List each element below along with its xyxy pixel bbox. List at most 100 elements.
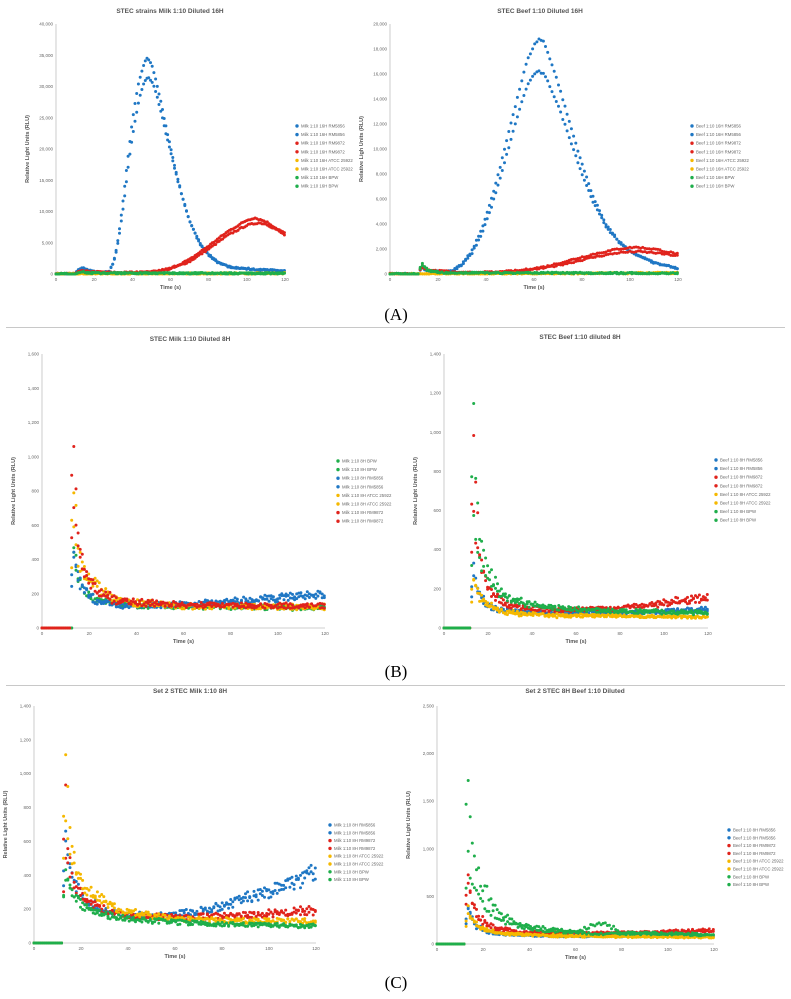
data-point: [521, 601, 525, 605]
data-point: [509, 603, 513, 607]
data-point: [265, 889, 269, 893]
data-point: [82, 565, 86, 568]
data-point: [199, 905, 203, 909]
data-point: [157, 92, 161, 96]
x-axis-label: Time (s): [173, 639, 194, 645]
y-tick-label: 15,000: [39, 178, 53, 183]
data-point: [468, 254, 472, 257]
data-point: [128, 152, 132, 156]
data-point: [526, 56, 530, 60]
data-point: [581, 609, 585, 612]
data-point: [577, 605, 581, 609]
data-point: [201, 909, 205, 913]
data-point: [250, 900, 254, 904]
data-point: [528, 52, 532, 56]
data-point: [309, 863, 313, 867]
data-point: [550, 90, 554, 94]
data-point: [140, 69, 144, 73]
legend-entry: Beef 1:10 16H ATCC 25922: [696, 167, 750, 172]
data-point: [476, 546, 480, 550]
legend-marker: [295, 141, 299, 145]
x-tick-label: 20: [92, 277, 98, 282]
data-point: [490, 205, 493, 209]
data-point: [478, 591, 482, 595]
data-point: [95, 584, 99, 588]
data-point: [241, 899, 245, 903]
data-point: [652, 604, 656, 608]
data-point: [587, 182, 591, 186]
legend-marker: [336, 502, 340, 506]
data-point: [571, 608, 575, 612]
data-point: [155, 599, 159, 603]
data-point: [143, 79, 147, 82]
chart-c-left: Set 2 STEC Milk 1:10 8H 0 200 400 600 800 1,00…: [0, 688, 395, 970]
data-point: [608, 231, 612, 235]
data-point: [210, 601, 214, 605]
data-point: [634, 253, 638, 257]
data-point: [604, 250, 608, 254]
data-point: [80, 584, 84, 588]
data-point: [180, 607, 184, 611]
x-tick-label: 100: [626, 277, 634, 282]
data-point: [699, 610, 703, 614]
data-point: [500, 156, 504, 160]
data-point: [618, 613, 622, 617]
legend-entry: Milk 1:10 16H BPW: [301, 184, 339, 189]
data-point: [76, 882, 80, 886]
data-point: [269, 603, 273, 607]
data-point: [210, 605, 214, 608]
data-point: [486, 564, 490, 568]
data-point: [472, 402, 476, 405]
legend-marker: [690, 141, 694, 145]
data-point: [214, 902, 218, 906]
data-point: [533, 72, 537, 76]
data-point: [195, 234, 199, 238]
data-point: [543, 609, 547, 613]
data-point: [138, 599, 142, 603]
data-point: [649, 260, 653, 264]
data-point: [181, 197, 185, 201]
data-point: [252, 889, 256, 893]
data-point: [487, 203, 491, 207]
legend-marker: [295, 124, 299, 128]
legend-marker: [295, 184, 299, 188]
legend-entry: Beef 1:10 8H RM5856: [720, 458, 763, 463]
data-point: [673, 272, 677, 276]
data-point: [248, 896, 252, 900]
data-point: [690, 609, 693, 612]
data-point: [705, 615, 709, 619]
data-point: [140, 88, 144, 91]
data-point: [544, 45, 547, 48]
data-point: [82, 586, 86, 590]
data-point: [229, 902, 233, 906]
separator-a: [6, 327, 785, 328]
data-point: [225, 598, 229, 602]
data-point: [494, 586, 497, 590]
data-point: [496, 589, 499, 593]
data-point: [675, 267, 679, 271]
legend-marker: [714, 484, 718, 488]
chart-title: Set 2 STEC Milk 1:10 8H: [153, 688, 227, 695]
data-point: [611, 232, 614, 236]
data-point: [89, 586, 93, 590]
data-point: [254, 893, 258, 897]
data-point: [675, 253, 679, 257]
data-point: [671, 254, 675, 257]
data-point: [492, 197, 496, 201]
data-point: [170, 604, 173, 608]
data-point: [159, 603, 163, 607]
data-point: [80, 552, 84, 556]
data-point: [271, 595, 275, 599]
legend-entry: Milk 1:10 16H ATCC 25922: [301, 158, 353, 163]
data-point: [82, 567, 86, 571]
data-point: [263, 597, 267, 601]
data-point: [303, 603, 307, 607]
data-point: [701, 612, 705, 616]
data-point: [68, 856, 72, 860]
data-point: [286, 598, 290, 602]
data-point: [578, 167, 582, 171]
data-point: [303, 606, 307, 610]
data-point: [312, 607, 316, 611]
data-point: [580, 255, 584, 259]
legend-marker: [714, 501, 718, 505]
